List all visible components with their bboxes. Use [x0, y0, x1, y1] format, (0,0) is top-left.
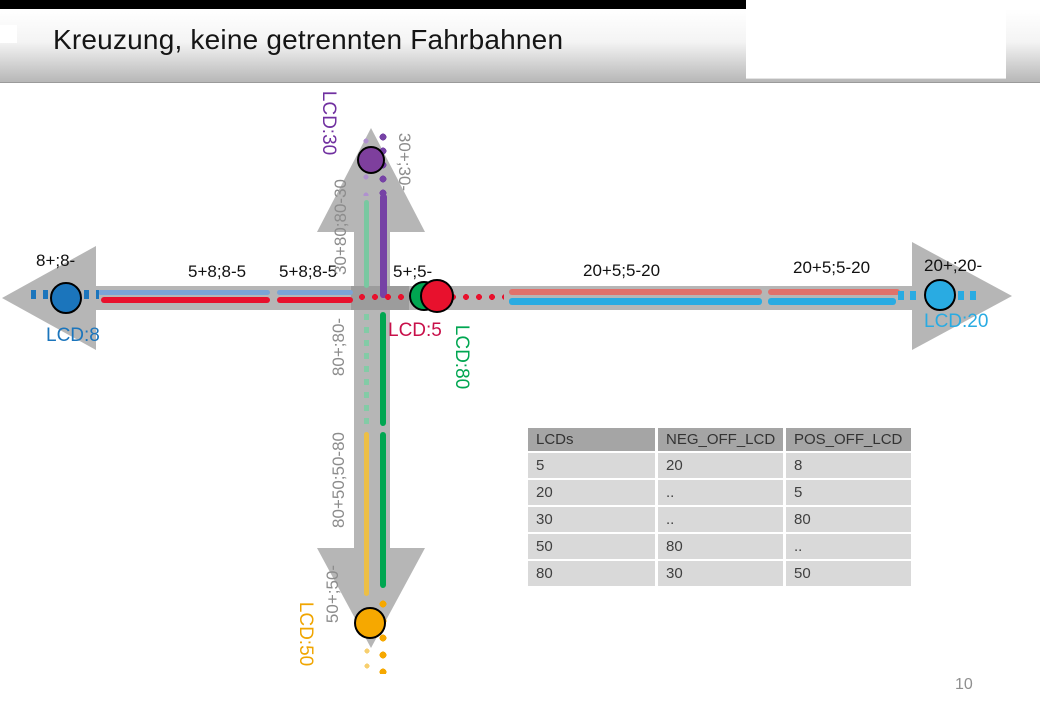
table-cell: .. [786, 534, 911, 559]
south-green-dashed-line [364, 314, 369, 426]
lcd-label-west: LCD:8 [46, 325, 100, 346]
east-cyan-dotted-line-1 [898, 291, 922, 300]
detector-node-amber-50 [354, 607, 386, 639]
table-cell: .. [658, 480, 783, 505]
south-yellow-flow-line [364, 432, 369, 596]
header-white-box [746, 0, 1006, 79]
table-header-row: LCDs NEG_OFF_LCD POS_OFF_LCD [528, 428, 911, 451]
detector-node-purple-30 [357, 146, 385, 174]
table-header-lcds: LCDs [528, 428, 655, 451]
table-header-pos-off-lcd: POS_OFF_LCD [786, 428, 911, 451]
table-cell: 5 [528, 453, 655, 478]
west-red-flow-line-1 [101, 297, 270, 303]
flow-label-north-left: 30+80;80-30 [331, 179, 350, 275]
west-blue-dotted-line-1 [31, 290, 59, 299]
table-cell: 50 [786, 561, 911, 586]
south-green-flow-line-1 [380, 312, 386, 426]
page-number: 10 [955, 676, 973, 693]
table-cell: 80 [786, 507, 911, 532]
east-cyan-flow-line-2 [768, 298, 896, 305]
table-cell: 8 [786, 453, 911, 478]
north-mint-flow-line [364, 200, 369, 288]
east-cyan-dotted-line-2 [958, 291, 980, 300]
header-white-notch [0, 25, 17, 43]
table-cell: 30 [528, 507, 655, 532]
west-blue-dotted-line-2 [84, 290, 99, 299]
lcd-label-north: LCD:30 [318, 90, 339, 156]
flow-label-east-segment-2: 20+5;5-20 [793, 258, 871, 277]
flow-label-east-segment-1: 20+5;5-20 [583, 261, 661, 280]
detector-node-red-5 [420, 279, 454, 313]
flow-label-west-segment-2: 5+8;8-5 [279, 262, 338, 281]
top-black-bar [0, 0, 746, 9]
flow-label-south: 50+;50- [323, 564, 342, 624]
table-cell: 20 [528, 480, 655, 505]
flow-label-west-segment-1: 5+8;8-5 [188, 262, 247, 281]
north-purple-flow-line [380, 194, 387, 298]
table-cell: 20 [658, 453, 783, 478]
west-red-flow-line-2 [277, 297, 353, 303]
table-row: 30 .. 80 [528, 507, 911, 532]
table-row: 50 80 .. [528, 534, 911, 559]
page-title: Kreuzung, keine getrennten Fahrbahnen [53, 24, 564, 55]
table-cell: 30 [658, 561, 783, 586]
lcd-label-east: LCD:20 [924, 311, 989, 332]
table-cell: 80 [528, 561, 655, 586]
flow-label-east: 20+;20- [924, 256, 983, 275]
lcd-label-center-green: LCD:80 [451, 324, 472, 390]
east-cyan-flow-line-1 [509, 298, 762, 305]
east-salmon-flow-line-2 [768, 289, 900, 295]
table-row: 80 30 50 [528, 561, 911, 586]
south-yellow-light-dotted-line [363, 644, 372, 678]
table-cell: .. [658, 507, 783, 532]
table-row: 5 20 8 [528, 453, 911, 478]
lcd-offset-table: LCDs NEG_OFF_LCD POS_OFF_LCD 5 20 8 20 .… [525, 426, 914, 588]
flow-label-north-right: 30+;30- [395, 132, 414, 192]
table-header-neg-off-lcd: NEG_OFF_LCD [658, 428, 783, 451]
south-green-flow-line-2 [380, 432, 386, 588]
table-cell: 80 [658, 534, 783, 559]
detector-node-blue-8 [50, 282, 82, 314]
table-row: 20 .. 5 [528, 480, 911, 505]
west-blue-flow-line-1 [98, 290, 270, 295]
flow-label-south-segment-1: 80+;80- [329, 317, 348, 377]
table-cell: 50 [528, 534, 655, 559]
detector-node-cyan-20 [924, 279, 956, 311]
table-cell: 5 [786, 480, 911, 505]
lcd-label-south: LCD:50 [295, 601, 316, 667]
west-blue-flow-line-2 [277, 290, 353, 295]
lcd-label-center-red: LCD:5 [388, 320, 442, 341]
flow-label-south-segment-2: 80+50;50-80 [329, 432, 348, 528]
arrowhead-north-icon [317, 128, 425, 232]
flow-label-center: 5+;5- [393, 262, 433, 281]
east-salmon-flow-line-1 [509, 289, 762, 295]
flow-label-west: 8+;8- [36, 251, 76, 270]
